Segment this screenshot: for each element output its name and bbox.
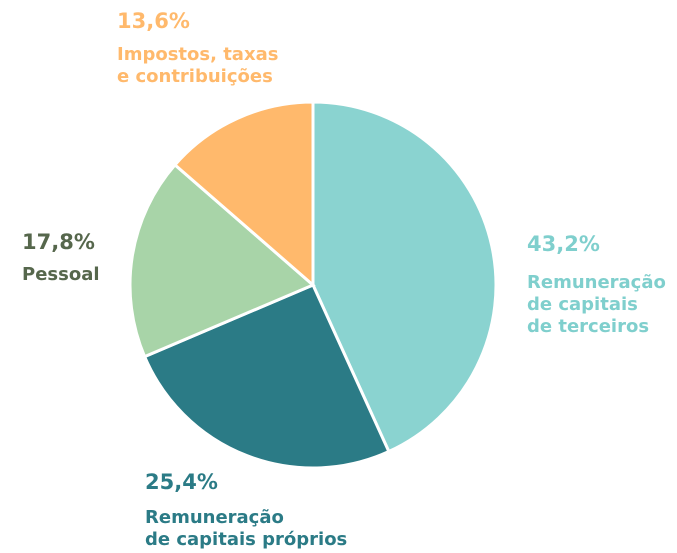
- category-line: de capitais: [527, 294, 638, 315]
- category-line: Impostos, taxas: [117, 44, 278, 65]
- category-label: Remuneração de capitais próprios: [145, 507, 347, 550]
- pie-slice: [172, 100, 315, 289]
- category-label: Remuneração de capitais de terceiros: [527, 272, 666, 337]
- pie-slice: [128, 162, 316, 359]
- category-label: Impostos, taxas e contribuições: [117, 44, 278, 87]
- category-line: de terceiros: [527, 316, 649, 337]
- category-line: Pessoal: [22, 264, 100, 285]
- category-line: de capitais próprios: [145, 529, 347, 550]
- value-label: 25,4%: [145, 470, 218, 494]
- category-line: Remuneração: [145, 507, 284, 528]
- value-label: 43,2%: [527, 232, 600, 256]
- category-line: e contribuições: [117, 66, 273, 87]
- value-label: 13,6%: [117, 9, 190, 33]
- value-label: 17,8%: [22, 230, 95, 254]
- category-line: Remuneração: [527, 272, 666, 293]
- pie-slice: [311, 100, 498, 454]
- category-label: Pessoal: [22, 264, 100, 285]
